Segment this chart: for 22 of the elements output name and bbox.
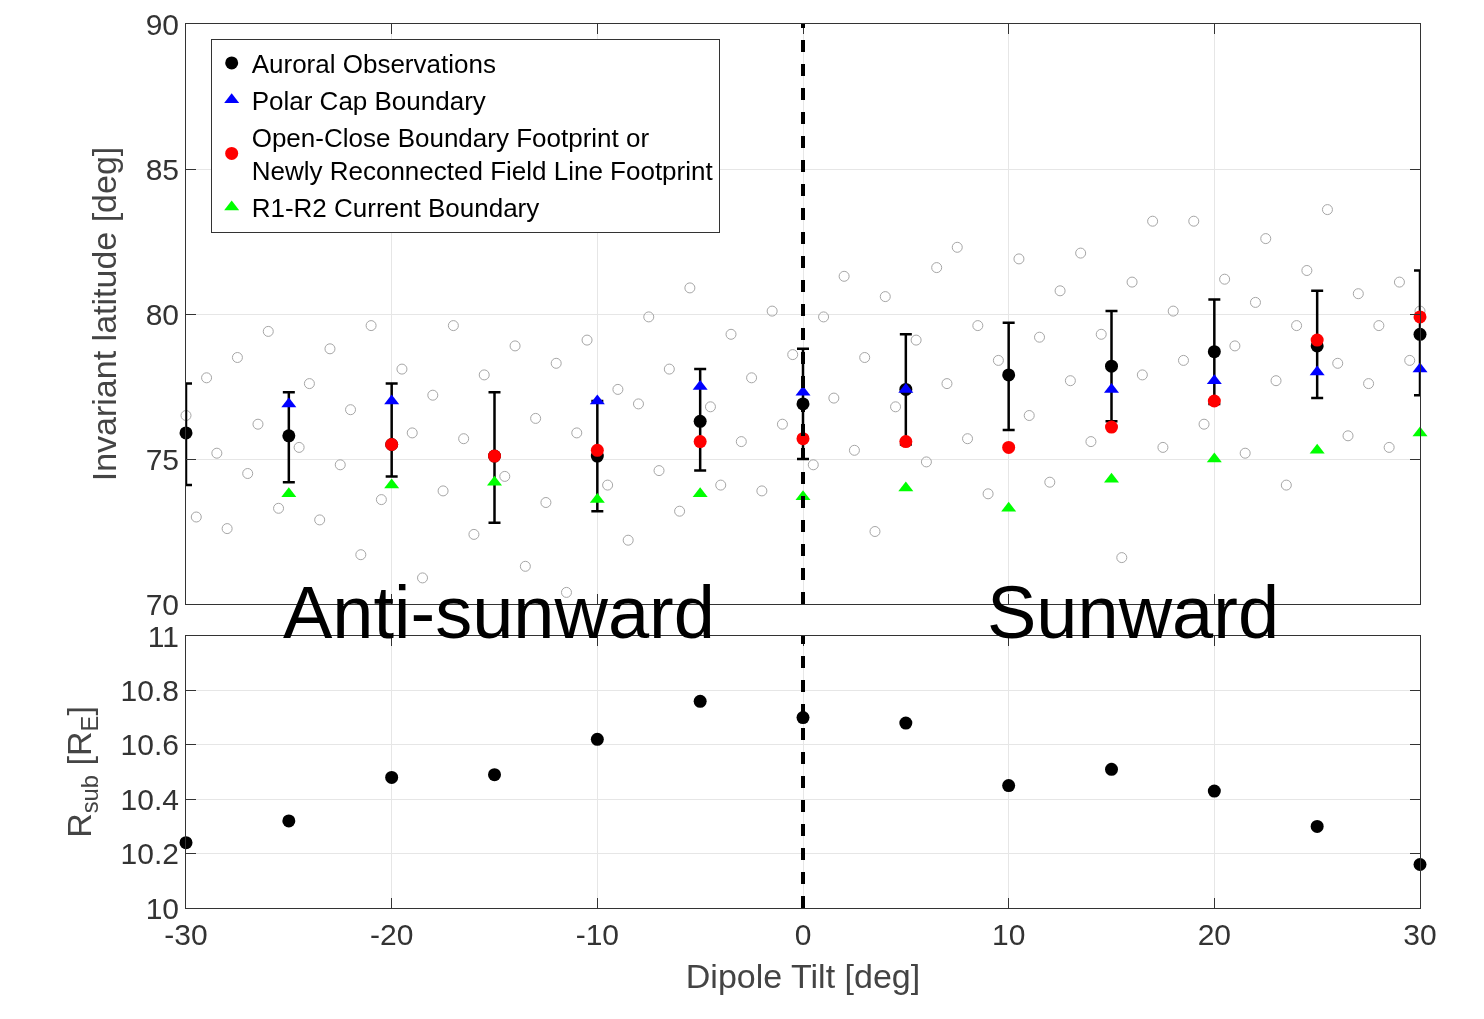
- x-axis-title: Dipole Tilt [deg]: [685, 957, 921, 996]
- y-tick-label: 10.4: [120, 782, 179, 816]
- x-tick-label: -10: [575, 918, 620, 951]
- y-tick-label: 90: [145, 7, 179, 41]
- y-axis-title: Invariant latitude [deg]: [85, 146, 124, 482]
- legend-label: Open-Close Boundary Footprint or Newly Reconnected Field Line Footprint: [251, 122, 714, 187]
- legend-label: R1-R2 Current Boundary: [251, 193, 540, 224]
- x-tick-label: -20: [369, 918, 414, 951]
- y-tick-label: 10.8: [120, 673, 179, 707]
- legend-label: Polar Cap Boundary: [251, 85, 486, 116]
- y-tick-label: 10.6: [120, 728, 179, 762]
- y-tick-label: 70: [145, 587, 179, 621]
- x-tick-label: 20: [1197, 918, 1232, 951]
- legend-label: Auroral Observations: [251, 49, 496, 80]
- y-tick-label: 85: [145, 152, 179, 186]
- x-tick-label: 10: [991, 918, 1026, 951]
- x-tick-label: 30: [1403, 918, 1437, 951]
- y-tick-label: 75: [145, 442, 179, 476]
- y-tick-label: 80: [145, 297, 179, 331]
- y-tick-label: 10.2: [120, 837, 179, 871]
- y-tick-label: 11: [147, 619, 179, 653]
- x-tick-label: 0: [794, 918, 812, 951]
